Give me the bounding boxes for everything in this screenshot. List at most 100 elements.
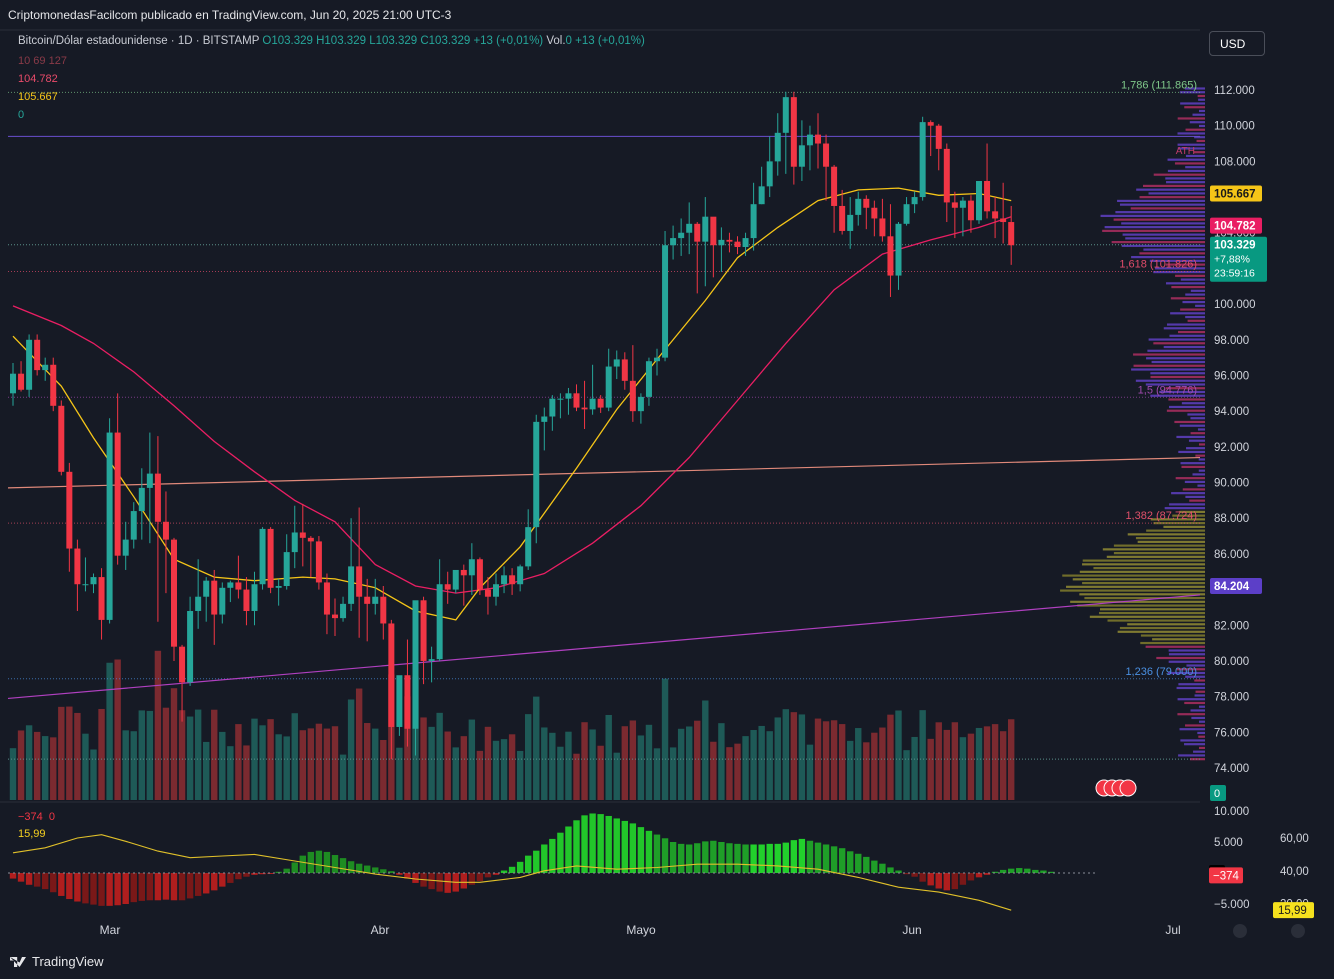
profile-bar bbox=[1176, 686, 1205, 690]
candle-body bbox=[299, 532, 306, 538]
volume-bar bbox=[726, 747, 733, 800]
volume-bar bbox=[541, 727, 548, 800]
candle-body bbox=[613, 359, 620, 367]
volume-bar bbox=[267, 719, 274, 800]
candle-body bbox=[565, 393, 572, 399]
profile-bar bbox=[1113, 544, 1205, 547]
candle-body bbox=[364, 596, 371, 604]
volume-bar bbox=[782, 709, 789, 800]
profile-bar bbox=[1179, 728, 1205, 731]
histogram-bar bbox=[887, 867, 894, 873]
event-flag-icon bbox=[1119, 779, 1137, 797]
profile-bar bbox=[1153, 270, 1205, 274]
profile-bar bbox=[1185, 154, 1205, 158]
profile-bar bbox=[1166, 181, 1205, 184]
volume-bar bbox=[420, 717, 427, 800]
profile-bar bbox=[1184, 480, 1205, 484]
volume-bar bbox=[114, 659, 121, 800]
candle-body bbox=[138, 487, 145, 512]
volume-bar bbox=[653, 748, 661, 800]
candle-body bbox=[645, 361, 652, 397]
histogram-bar bbox=[669, 842, 677, 873]
histogram-bar bbox=[847, 851, 854, 873]
histogram-bar bbox=[927, 873, 934, 886]
candle-body bbox=[919, 122, 926, 198]
histogram-bar bbox=[677, 843, 685, 873]
profile-bar bbox=[1100, 214, 1205, 217]
profile-bar bbox=[1165, 387, 1205, 390]
candle-body bbox=[42, 364, 49, 371]
indicator-params[interactable]: 10 69 127 bbox=[18, 55, 67, 67]
histogram-bar bbox=[243, 873, 250, 877]
histogram-bar bbox=[702, 841, 709, 873]
candle-body bbox=[58, 405, 65, 472]
tradingview-logo[interactable]: TradingView bbox=[10, 954, 104, 969]
profile-bar bbox=[1177, 117, 1205, 120]
profile-bar bbox=[1170, 312, 1205, 315]
last-change: +7,88% bbox=[1214, 254, 1250, 266]
profile-bar bbox=[1192, 113, 1205, 116]
volume-bar bbox=[154, 650, 162, 800]
profile-bar bbox=[1084, 596, 1205, 600]
currency-button[interactable]: USD bbox=[1209, 31, 1265, 56]
profile-bar bbox=[1156, 656, 1205, 660]
price-tick: 82.000 bbox=[1214, 620, 1249, 632]
histogram-bar bbox=[750, 844, 757, 873]
histogram-bar bbox=[9, 873, 17, 879]
candle-body bbox=[935, 125, 942, 149]
volume-bar bbox=[275, 734, 282, 800]
profile-bar bbox=[1147, 349, 1205, 352]
volume-bar bbox=[951, 722, 959, 800]
candle-body bbox=[412, 600, 419, 729]
candle-body bbox=[275, 586, 282, 588]
volume-bar bbox=[758, 725, 765, 800]
histogram-bar bbox=[259, 873, 266, 875]
volume-bar bbox=[178, 710, 186, 800]
histogram-bar bbox=[372, 867, 379, 873]
volume-bar bbox=[404, 696, 411, 800]
volume-bar bbox=[774, 717, 781, 800]
profile-bar bbox=[1150, 372, 1205, 375]
candle-body bbox=[235, 582, 242, 590]
candle-body bbox=[444, 584, 451, 590]
histogram-bar bbox=[283, 868, 290, 873]
histogram-bar bbox=[388, 871, 395, 873]
histogram-bar bbox=[790, 840, 798, 873]
candle-body bbox=[573, 393, 580, 408]
profile-bar bbox=[1082, 581, 1205, 585]
candle-body bbox=[984, 180, 991, 212]
volume-bar bbox=[975, 727, 983, 800]
rsi-value: 15,99 bbox=[18, 828, 46, 840]
volume-bar bbox=[162, 707, 170, 800]
profile-bar bbox=[1115, 211, 1205, 214]
profile-bar bbox=[1195, 690, 1205, 693]
histogram-bar bbox=[66, 873, 73, 900]
profile-bar bbox=[1170, 297, 1205, 300]
time-tick: Jul bbox=[1165, 923, 1180, 937]
profile-bar bbox=[1188, 439, 1205, 442]
profile-bar bbox=[1185, 495, 1205, 498]
candle-body bbox=[219, 587, 226, 615]
profile-bar bbox=[1153, 173, 1205, 176]
price-tick: 78.000 bbox=[1214, 692, 1249, 704]
scale-a-button bbox=[1233, 924, 1247, 938]
symbol-name[interactable]: Bitcoin/Dólar estadounidense · 1D · BITS… bbox=[18, 35, 260, 47]
volume-bar bbox=[235, 724, 242, 800]
histogram-bar bbox=[42, 873, 49, 890]
candle-body bbox=[162, 521, 169, 540]
profile-bar bbox=[1171, 285, 1205, 289]
profile-bar bbox=[1060, 589, 1205, 592]
volume-bar bbox=[9, 748, 17, 800]
candle-body bbox=[307, 537, 314, 542]
last-price-bg bbox=[1210, 236, 1267, 282]
volume-bar bbox=[895, 710, 902, 800]
volume-bar bbox=[1008, 719, 1015, 800]
volume-bar bbox=[613, 752, 620, 800]
histogram-bar bbox=[718, 842, 725, 873]
profile-bar bbox=[1199, 443, 1205, 446]
histogram-bar bbox=[951, 873, 959, 890]
volume-bar bbox=[33, 731, 41, 800]
profile-bar bbox=[1099, 611, 1205, 615]
volume-bar bbox=[830, 720, 838, 800]
